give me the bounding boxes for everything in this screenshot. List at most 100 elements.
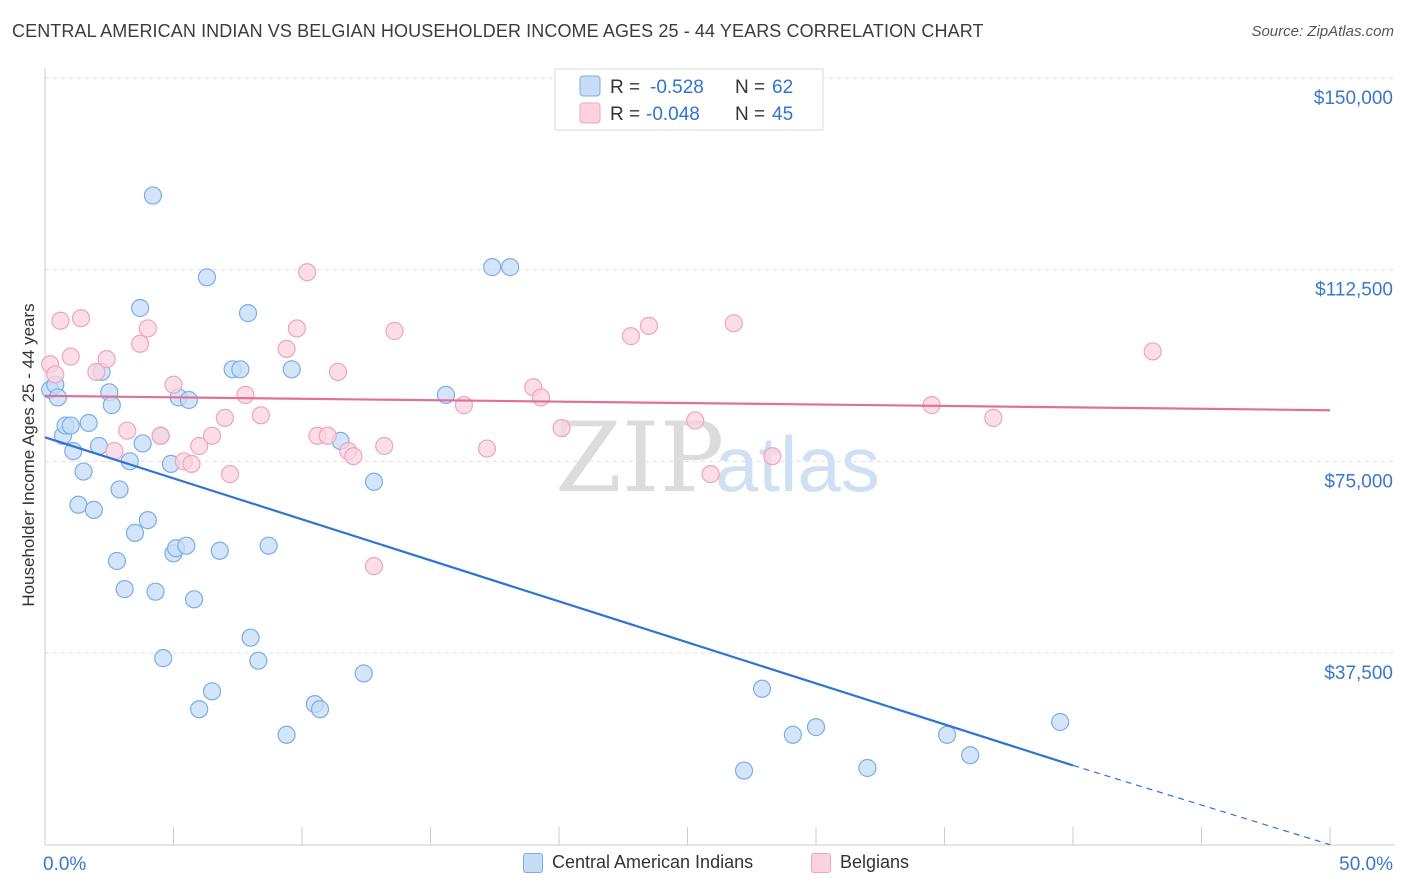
data-point [184, 590, 204, 609]
data-point [118, 421, 137, 440]
legend-item-belgians: Belgians [811, 852, 909, 873]
data-point [501, 258, 520, 277]
data-point [621, 327, 641, 346]
chart-title: CENTRAL AMERICAN INDIAN VS BELGIAN HOUSE… [12, 21, 984, 41]
data-point [143, 186, 163, 205]
data-point [686, 411, 705, 430]
data-point [249, 651, 268, 670]
legend-item-central-american-indians: Central American Indians [523, 852, 753, 873]
data-point [752, 679, 772, 698]
data-point [79, 413, 98, 433]
data-point [241, 628, 260, 647]
watermark-atlas: atlas [715, 420, 880, 508]
data-point [454, 396, 474, 415]
data-point [231, 360, 250, 379]
data-point [197, 268, 217, 287]
data-point [385, 321, 404, 341]
data-point [701, 465, 720, 484]
legend-r-value: -0.528 [650, 77, 704, 98]
axes [44, 68, 1395, 846]
data-point [164, 375, 183, 394]
data-point [277, 339, 296, 358]
trend-line [44, 394, 1331, 412]
data-point [138, 319, 157, 338]
legend-label: Belgians [840, 852, 910, 872]
data-point [639, 316, 659, 335]
data-point [179, 390, 199, 410]
data-point [1051, 712, 1070, 732]
data-point [48, 388, 67, 407]
data-point [310, 700, 330, 719]
data-point [71, 309, 91, 328]
data-point [69, 495, 88, 514]
data-point [61, 347, 80, 366]
data-point [46, 365, 65, 384]
data-point [102, 396, 121, 415]
y-tick-label: $150,000 [1314, 88, 1393, 109]
data-point [328, 362, 348, 381]
data-point [1143, 342, 1162, 361]
legend-n-label: N = [735, 104, 765, 125]
data-point [477, 439, 497, 458]
data-point [220, 465, 240, 484]
source-label: Source: ZipAtlas.com [1251, 23, 1394, 40]
trend-line [44, 436, 1074, 767]
legend-swatch-blue [579, 75, 601, 97]
data-point [133, 434, 152, 453]
legend-r-value: -0.048 [646, 104, 700, 125]
data-point [115, 580, 134, 599]
legend-swatch-blue [523, 852, 543, 873]
legend-label: Central American Indians [552, 852, 754, 872]
data-point [282, 360, 301, 379]
data-point [151, 426, 170, 445]
data-point [783, 725, 802, 744]
data-point [154, 649, 173, 668]
data-point [364, 472, 384, 491]
data-point [146, 582, 165, 601]
y-tick-label: $75,000 [1324, 471, 1393, 492]
data-point [51, 311, 70, 330]
data-point [251, 406, 270, 425]
data-point [961, 746, 980, 765]
trend-line-extension [1072, 764, 1331, 846]
data-point [190, 436, 209, 456]
data-point [806, 718, 826, 737]
data-point [937, 725, 957, 744]
legend-swatch-pink [811, 852, 831, 873]
data-point [277, 725, 296, 744]
data-point [238, 304, 258, 323]
data-point [318, 426, 337, 445]
legend-n-value: 62 [772, 77, 793, 98]
data-point [763, 447, 782, 466]
legend-swatch-pink [579, 102, 601, 124]
data-point [190, 700, 209, 719]
data-point [531, 388, 551, 407]
legend-n-value: 45 [772, 104, 793, 125]
series-central-american-indians [41, 186, 1070, 780]
data-point [215, 408, 234, 427]
data-point [87, 362, 106, 381]
data-point [858, 758, 877, 778]
data-point [375, 436, 394, 456]
bottom-legend: Central American Indians Belgians [0, 852, 1406, 878]
x-tick-label: 50.0% [1339, 854, 1393, 875]
data-point [202, 426, 222, 445]
y-tick-label: $112,500 [1315, 280, 1393, 301]
data-point [110, 480, 129, 499]
data-point [61, 416, 80, 435]
data-point [74, 462, 93, 481]
data-point [130, 298, 150, 318]
x-tick-label: 0.0% [43, 854, 86, 875]
series-belgians [41, 263, 1162, 576]
data-point [354, 664, 373, 683]
data-point [364, 557, 384, 576]
data-point [436, 385, 456, 404]
y-axis-label: Householder Income Ages 25 - 44 years [19, 303, 38, 606]
data-point [344, 447, 363, 466]
y-tick-label: $37,500 [1324, 663, 1393, 684]
data-point [287, 319, 306, 338]
legend-r-label: R = [610, 77, 640, 98]
trend-lines [44, 394, 1331, 846]
data-point [552, 419, 571, 438]
